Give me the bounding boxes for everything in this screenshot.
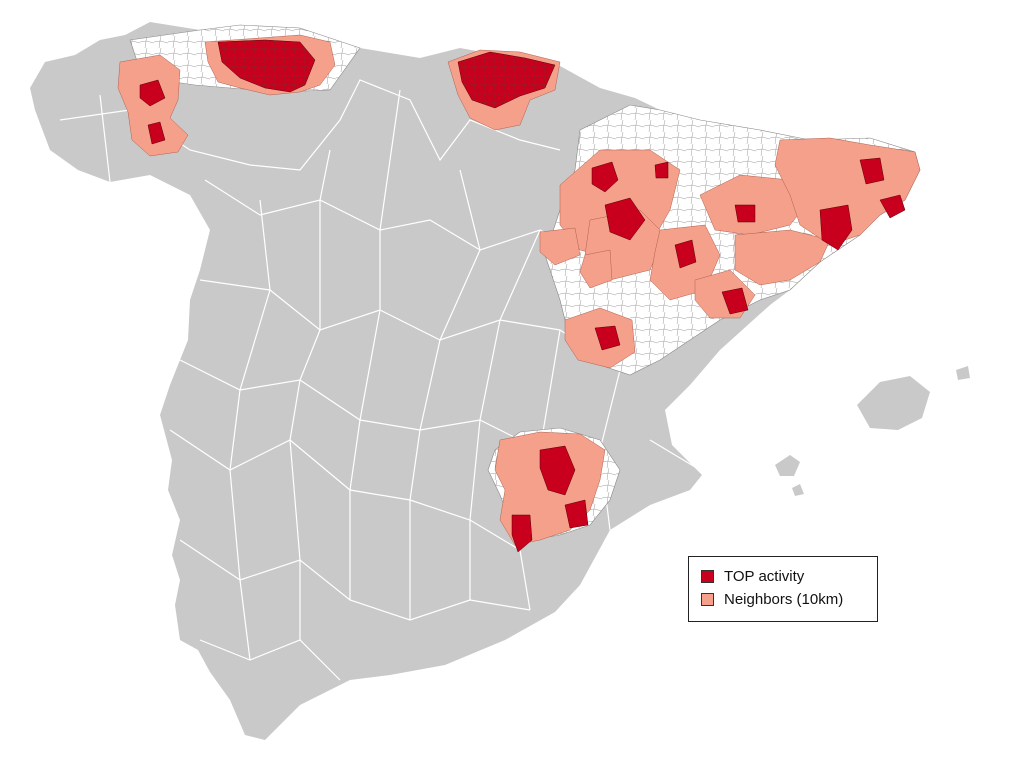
top-catalonia-north: [859, 157, 885, 185]
top-zaragoza: [604, 197, 646, 241]
ibiza: [775, 455, 800, 476]
top-barcelona: [879, 194, 906, 219]
top-albacete-south: [511, 514, 533, 553]
map-legend: TOP activity Neighbors (10km): [688, 556, 878, 622]
top-albacete-north: [539, 445, 576, 496]
top-galicia-north: [139, 79, 166, 107]
top-activity-mesh: [218, 40, 555, 108]
top-castellon: [721, 287, 749, 315]
top-small-1: [654, 161, 669, 179]
neighbors-galicia: [117, 54, 189, 157]
neighbors-ebro: [734, 229, 831, 286]
legend-label-top-activity: TOP activity: [724, 568, 805, 585]
top-aragon-north: [591, 161, 619, 193]
legend-swatch-neighbors: [701, 593, 714, 606]
neighbors-catalonia: [774, 137, 921, 246]
top-center: [674, 239, 697, 269]
legend-item-top-activity: TOP activity: [701, 565, 867, 588]
top-albacete-east: [564, 499, 589, 529]
mallorca: [857, 376, 930, 430]
top-teruel: [594, 325, 621, 351]
legend-label-neighbors: Neighbors (10km): [724, 591, 844, 608]
legend-item-neighbors: Neighbors (10km): [701, 588, 867, 611]
formentera: [792, 484, 804, 496]
top-catalonia-coast: [819, 204, 853, 251]
neighbors-center: [579, 249, 613, 289]
menorca: [956, 366, 970, 380]
top-lleida: [734, 204, 756, 223]
top-galicia-south: [147, 121, 166, 145]
neighbors-huesca-small: [539, 227, 581, 266]
legend-swatch-top-activity: [701, 570, 714, 583]
